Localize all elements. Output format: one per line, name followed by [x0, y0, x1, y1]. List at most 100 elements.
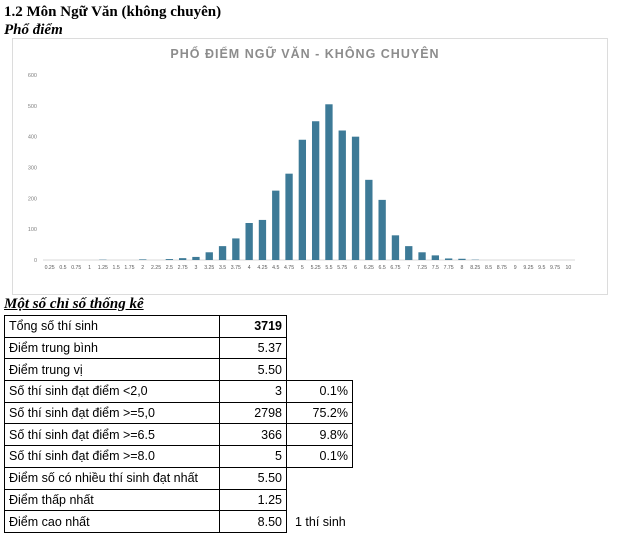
stats-empty-cell	[287, 489, 353, 511]
x-tick-label: 4	[248, 265, 251, 271]
x-tick-label: 3.25	[204, 265, 214, 271]
x-tick-label: 4.5	[272, 265, 279, 271]
bar	[299, 140, 306, 260]
stats-percent: 0.1%	[287, 446, 353, 468]
y-tick-label: 200	[28, 196, 37, 202]
stats-value: 5.37	[220, 337, 287, 359]
stats-label: Tổng số thí sinh	[5, 316, 220, 338]
x-tick-label: 3	[195, 265, 198, 271]
bar	[285, 174, 292, 260]
bar	[206, 252, 213, 260]
bar-series	[99, 104, 479, 260]
x-tick-label: 4.75	[284, 265, 294, 271]
stats-label: Điểm số có nhiều thí sinh đạt nhất	[5, 467, 220, 489]
stats-value: 366	[220, 424, 287, 446]
chart-canvas: PHỔ ĐIỂM NGỮ VĂN - KHÔNG CHUYÊN 01002003…	[13, 39, 607, 294]
x-tick-label: 6	[354, 265, 357, 271]
bar	[405, 246, 412, 260]
bar	[352, 137, 359, 260]
stats-percent: 75.2%	[287, 402, 353, 424]
x-tick-label: 7	[407, 265, 410, 271]
bar	[192, 257, 199, 260]
x-tick-label: 8	[461, 265, 464, 271]
stats-value: 5	[220, 446, 287, 468]
stats-value: 2798	[220, 402, 287, 424]
x-tick-label: 7.75	[444, 265, 454, 271]
stats-empty-cell	[287, 316, 353, 338]
x-tick-label: 3.5	[219, 265, 226, 271]
stats-value: 5.50	[220, 467, 287, 489]
x-tick-label: 4.25	[257, 265, 267, 271]
x-tick-label: 8.75	[497, 265, 507, 271]
x-tick-label: 2	[141, 265, 144, 271]
stats-value: 3	[220, 381, 287, 403]
stats-value: 5.50	[220, 359, 287, 381]
x-tick-label: 9.5	[538, 265, 545, 271]
stats-value: 8.50	[220, 511, 287, 533]
x-tick-label: 8.25	[470, 265, 480, 271]
stats-label: Điểm trung vị	[5, 359, 220, 381]
stats-empty-cell	[287, 359, 353, 381]
y-tick-label: 100	[28, 227, 37, 233]
bar	[179, 258, 186, 260]
bar	[378, 200, 385, 260]
bar	[245, 223, 252, 260]
bar	[312, 121, 319, 260]
x-tick-label: 9.75	[550, 265, 560, 271]
chart-title: PHỔ ĐIỂM NGỮ VĂN - KHÔNG CHUYÊN	[170, 46, 439, 61]
bar	[325, 104, 332, 260]
x-tick-label: 1	[88, 265, 91, 271]
bar	[339, 131, 346, 261]
x-tick-label: 9.25	[523, 265, 533, 271]
bar	[418, 252, 425, 260]
x-tick-label: 2.75	[178, 265, 188, 271]
y-tick-label: 300	[28, 166, 37, 172]
stats-percent: 0.1%	[287, 381, 353, 403]
stats-label: Số thí sinh đạt điểm >=6.5	[5, 424, 220, 446]
x-tick-label: 5	[301, 265, 304, 271]
x-tick-label: 10	[565, 265, 571, 271]
distribution-heading: Phổ điểm	[4, 21, 63, 39]
x-tick-label: 2.5	[166, 265, 173, 271]
x-tick-label: 7.25	[417, 265, 427, 271]
bar	[139, 259, 146, 260]
stats-note: 1 thí sinh	[287, 511, 353, 533]
y-tick-label: 600	[28, 73, 37, 79]
x-tick-label: 6.75	[390, 265, 400, 271]
x-tick-label: 2.25	[151, 265, 161, 271]
section-heading: 1.2 Môn Ngữ Văn (không chuyên)	[4, 3, 221, 21]
x-tick-label: 0.5	[59, 265, 66, 271]
stats-label: Số thí sinh đạt điểm <2,0	[5, 381, 220, 403]
y-tick-label: 400	[28, 135, 37, 141]
x-tick-label: 3.75	[231, 265, 241, 271]
x-tick-label: 5.5	[325, 265, 332, 271]
stats-label: Điểm cao nhất	[5, 511, 220, 533]
bar	[232, 238, 239, 260]
bar	[219, 246, 226, 260]
x-tick-label: 1.5	[113, 265, 120, 271]
x-tick-label: 5.75	[337, 265, 347, 271]
x-tick-label: 9	[514, 265, 517, 271]
bar	[166, 259, 173, 260]
stats-percent: 9.8%	[287, 424, 353, 446]
stats-label: Số thí sinh đạt điểm >=5,0	[5, 402, 220, 424]
x-tick-label: 6.25	[364, 265, 374, 271]
bar	[392, 235, 399, 260]
stats-label: Điểm trung bình	[5, 337, 220, 359]
stats-heading: Một số chỉ số thống kê	[4, 295, 144, 313]
y-tick-label: 500	[28, 104, 37, 110]
stats-value: 1.25	[220, 489, 287, 511]
bar	[272, 191, 279, 260]
x-tick-label: 1.25	[98, 265, 108, 271]
x-tick-label: 6.5	[379, 265, 386, 271]
stats-label: Số thí sinh đạt điểm >=8.0	[5, 446, 220, 468]
